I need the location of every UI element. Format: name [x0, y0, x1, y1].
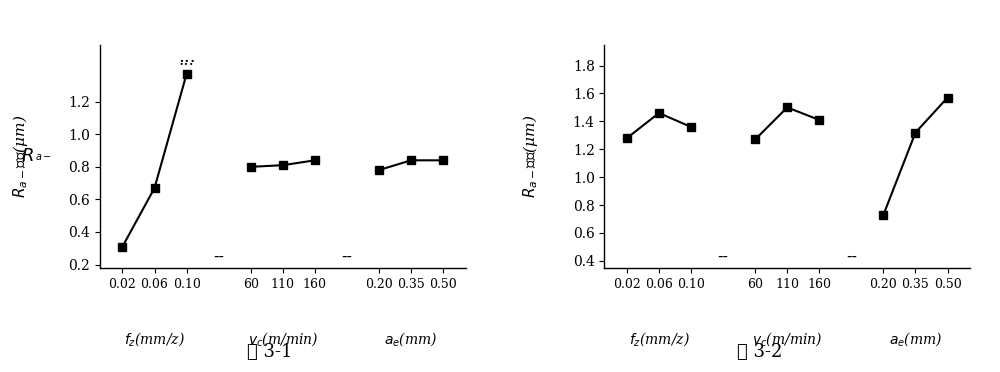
Text: $R_{a-}$进给(μm): $R_{a-}$进给(μm)	[10, 115, 30, 198]
Text: --: --	[213, 248, 224, 263]
Text: $R_{a-}$切宽(μm): $R_{a-}$切宽(μm)	[520, 115, 540, 198]
Text: $a_e$(mm): $a_e$(mm)	[889, 330, 942, 348]
Text: $f_z$(mm/z): $f_z$(mm/z)	[629, 330, 689, 348]
Text: $f_z$(mm/z): $f_z$(mm/z)	[124, 330, 185, 348]
Text: $R$: $R$	[21, 147, 34, 165]
Text: ...: ...	[179, 52, 194, 69]
Text: 图 3-2: 图 3-2	[737, 343, 783, 361]
Text: ...: ...	[178, 48, 195, 66]
Text: --: --	[341, 248, 352, 263]
Text: $v_c$(m/min): $v_c$(m/min)	[752, 330, 822, 348]
Text: $a_e$(mm): $a_e$(mm)	[384, 330, 438, 348]
Text: $_{a-}$: $_{a-}$	[35, 149, 52, 163]
Text: 图 3-1: 图 3-1	[247, 343, 293, 361]
Text: --: --	[846, 248, 857, 263]
Text: --: --	[718, 248, 729, 263]
Text: $v_c$(m/min): $v_c$(m/min)	[248, 330, 318, 348]
